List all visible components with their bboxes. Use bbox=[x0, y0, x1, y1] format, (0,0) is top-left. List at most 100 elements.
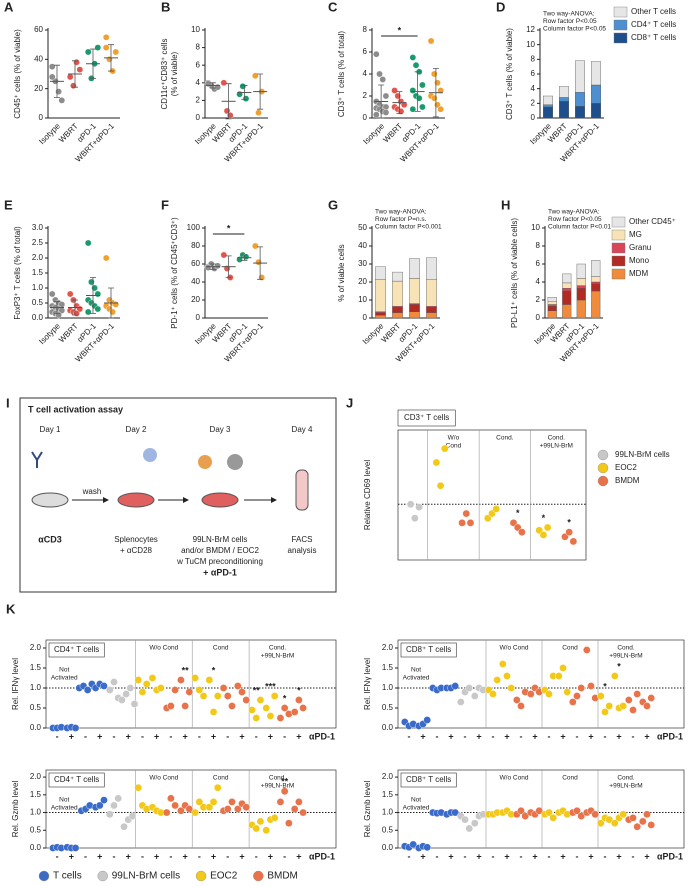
tube-icon bbox=[295, 469, 309, 511]
y-axis-label: CD3⁺ T cells (% of total) bbox=[337, 31, 346, 118]
data-point bbox=[619, 702, 628, 710]
error-bar bbox=[54, 64, 60, 98]
x-tick-label: + bbox=[616, 851, 621, 861]
bar-segment bbox=[426, 279, 437, 307]
y-tick-label: 4 bbox=[536, 277, 541, 286]
x-tick-label: + bbox=[448, 851, 453, 861]
step-label: + αPD-1 bbox=[203, 567, 237, 577]
legend-swatch bbox=[611, 229, 626, 241]
x-tick-label: + bbox=[182, 731, 187, 741]
legend-label: CD4⁺ T cells bbox=[631, 20, 676, 29]
error-bar bbox=[108, 44, 114, 72]
data-point bbox=[633, 822, 642, 831]
legend-swatch bbox=[611, 216, 626, 228]
bar-segment bbox=[562, 273, 572, 284]
step-label: + αCD28 bbox=[120, 546, 153, 555]
data-point bbox=[185, 805, 194, 813]
data-point bbox=[262, 704, 271, 712]
y-tick-label: 40 bbox=[34, 54, 43, 63]
data-point bbox=[66, 290, 74, 298]
legend-swatch bbox=[597, 462, 609, 474]
plot-frame bbox=[397, 429, 587, 561]
panel-letter: H bbox=[501, 197, 510, 212]
data-point bbox=[248, 706, 256, 714]
data-point bbox=[191, 808, 199, 817]
group-label: Not bbox=[411, 797, 421, 804]
x-tick-label: - bbox=[255, 851, 258, 861]
data-point bbox=[466, 519, 475, 527]
bar-segment bbox=[575, 106, 586, 119]
data-point bbox=[415, 503, 423, 511]
data-point bbox=[489, 690, 497, 698]
x-tick-label: - bbox=[604, 731, 607, 741]
x-tick-label: - bbox=[520, 731, 523, 741]
x-tick-label: + bbox=[239, 851, 244, 861]
y-tick-label: 10 bbox=[526, 40, 535, 49]
data-point bbox=[73, 310, 80, 317]
data-point bbox=[239, 83, 247, 90]
data-point bbox=[118, 696, 126, 704]
x-tick-label: + bbox=[154, 851, 159, 861]
data-point bbox=[177, 806, 185, 815]
data-point bbox=[167, 794, 175, 803]
group-label: W/o Cond bbox=[149, 775, 178, 782]
data-point bbox=[233, 805, 242, 813]
data-point bbox=[521, 812, 530, 820]
data-point bbox=[112, 48, 120, 56]
x-tick-label: + bbox=[448, 731, 453, 741]
data-point bbox=[411, 514, 419, 523]
data-point bbox=[518, 528, 526, 536]
y-tick-label: 0.0 bbox=[30, 723, 42, 732]
x-tick-label: - bbox=[283, 731, 286, 741]
data-point bbox=[597, 819, 605, 827]
error-bar bbox=[432, 68, 439, 118]
bar-segment bbox=[543, 104, 554, 108]
data-point bbox=[430, 94, 438, 102]
y-tick-label: 12 bbox=[526, 25, 535, 34]
x-tick-label: Isotype bbox=[361, 321, 386, 346]
error-bar bbox=[90, 277, 96, 314]
data-point bbox=[204, 264, 212, 271]
data-point bbox=[84, 308, 92, 316]
panel-letter: B bbox=[161, 0, 170, 14]
y-tick-label: 1.0 bbox=[382, 683, 394, 692]
significance-label: * bbox=[617, 661, 621, 671]
data-point bbox=[470, 692, 479, 700]
dish-icon bbox=[117, 492, 155, 508]
data-point bbox=[465, 824, 474, 833]
significance-label: * bbox=[227, 223, 231, 233]
y-tick-label: 80 bbox=[191, 241, 200, 250]
y-tick-label: 8 bbox=[536, 241, 541, 250]
data-point bbox=[242, 696, 250, 704]
data-point bbox=[83, 686, 92, 694]
legend-swatch bbox=[613, 6, 628, 18]
data-point bbox=[112, 301, 120, 308]
data-point bbox=[601, 708, 609, 716]
bar-segment bbox=[409, 304, 420, 312]
x-tick-label: + bbox=[126, 731, 131, 741]
panel-letter: K bbox=[6, 601, 16, 616]
y-tick-label: 0.5 bbox=[30, 825, 42, 834]
data-point bbox=[394, 92, 402, 100]
group-label: W/o Cond bbox=[149, 645, 178, 652]
y-tick-label: 8 bbox=[531, 54, 536, 63]
data-point bbox=[58, 97, 66, 104]
y-tick-label: 10 bbox=[531, 223, 540, 232]
data-point bbox=[157, 684, 165, 692]
legend-label: EOC2 bbox=[210, 871, 238, 882]
group-label: +99LN-BrM bbox=[609, 653, 642, 660]
day-label: Day 1 bbox=[40, 425, 61, 434]
x-tick-label: + bbox=[296, 731, 301, 741]
data-point bbox=[565, 528, 573, 536]
data-point bbox=[569, 537, 578, 546]
y-tick-label: 0 bbox=[39, 113, 44, 122]
y-tick-label: 0.5 bbox=[32, 298, 44, 307]
data-point bbox=[591, 810, 600, 819]
data-point bbox=[573, 692, 581, 700]
box-title: CD3⁺ T cells bbox=[404, 413, 449, 422]
data-point bbox=[94, 305, 102, 313]
panel-letter: J bbox=[346, 395, 353, 410]
data-point bbox=[430, 70, 438, 78]
data-point bbox=[48, 73, 56, 81]
y-axis-label: Rel. Gzmb level bbox=[11, 781, 20, 838]
